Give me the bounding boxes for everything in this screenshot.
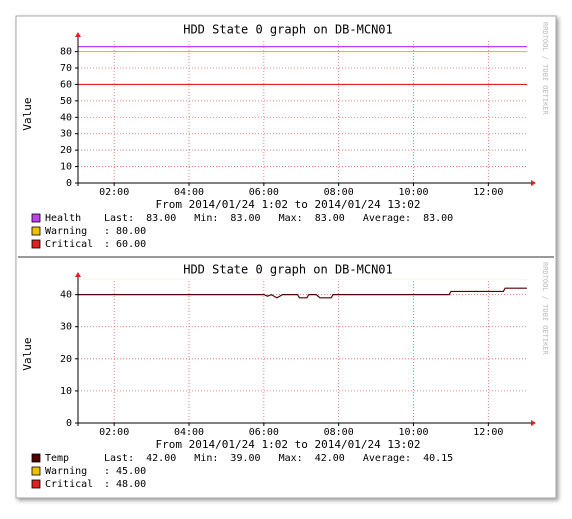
legend-swatch — [31, 466, 41, 476]
y-tick-label: 20 — [60, 145, 72, 156]
x-tick-label: 04:00 — [174, 427, 204, 438]
x-tick-label: 10:00 — [398, 427, 428, 438]
plot-area — [78, 281, 527, 423]
legend-stats: : 60.00 — [104, 239, 146, 250]
series-line — [78, 287, 527, 299]
x-axis-arrow — [531, 180, 536, 186]
legend-name: Warning — [45, 466, 87, 477]
watermark: RRDTOOL / TOBI OETIKER — [541, 22, 549, 116]
x-range-label: From 2014/01/24 1:02 to 2014/01/24 13:02 — [156, 198, 421, 211]
y-axis-label: Value — [21, 337, 34, 370]
y-axis-arrow — [75, 32, 81, 37]
y-tick-label: 40 — [60, 290, 72, 301]
legend-swatch — [31, 226, 41, 236]
watermark: RRDTOOL / TOBI OETIKER — [541, 262, 549, 356]
x-tick-label: 12:00 — [473, 427, 503, 438]
plot-area — [78, 41, 527, 183]
y-tick-label: 30 — [60, 322, 72, 333]
legend-name: Temp — [45, 453, 69, 464]
x-tick-label: 02:00 — [99, 187, 129, 198]
y-tick-label: 10 — [60, 386, 72, 397]
legend-name: Critical — [45, 479, 93, 490]
legend-name: Critical — [45, 239, 93, 250]
x-axis-arrow — [531, 420, 536, 426]
x-tick-label: 08:00 — [324, 187, 354, 198]
x-tick-label: 08:00 — [324, 427, 354, 438]
legend-stats: Last: 42.00 Min: 39.00 Max: 42.00 Averag… — [104, 453, 453, 464]
y-tick-label: 60 — [60, 79, 72, 90]
y-tick-label: 0 — [66, 178, 72, 189]
legend-stats: Last: 83.00 Min: 83.00 Max: 83.00 Averag… — [104, 213, 453, 224]
y-tick-label: 20 — [60, 354, 72, 365]
legend-name: Warning — [45, 226, 87, 237]
series-layer — [78, 279, 527, 299]
legend-swatch — [31, 453, 41, 463]
y-tick-label: 40 — [60, 112, 72, 123]
y-tick-label: 10 — [60, 162, 72, 173]
y-axis-label: Value — [21, 97, 34, 130]
x-range-label: From 2014/01/24 1:02 to 2014/01/24 13:02 — [156, 438, 421, 451]
y-tick-label: 30 — [60, 129, 72, 140]
legend-stats: : 80.00 — [104, 226, 146, 237]
x-tick-label: 10:00 — [398, 187, 428, 198]
chart-title: HDD State 0 graph on DB-MCN01 — [183, 263, 393, 277]
y-tick-label: 70 — [60, 63, 72, 74]
legend-swatch — [31, 479, 41, 489]
series-layer — [78, 46, 527, 86]
x-tick-label: 12:00 — [473, 187, 503, 198]
y-tick-label: 80 — [60, 47, 72, 58]
x-tick-label: 06:00 — [249, 187, 279, 198]
legend-stats: : 48.00 — [104, 479, 146, 490]
y-tick-label: 50 — [60, 96, 72, 107]
chart-title: HDD State 0 graph on DB-MCN01 — [183, 23, 393, 37]
y-tick-label: 0 — [66, 418, 72, 429]
x-tick-label: 06:00 — [249, 427, 279, 438]
legend-stats: : 45.00 — [104, 466, 146, 477]
x-tick-label: 02:00 — [99, 427, 129, 438]
legend-name: Health — [45, 213, 81, 224]
legend-swatch — [31, 213, 41, 223]
legend-swatch — [31, 239, 41, 249]
y-axis-arrow — [75, 272, 81, 277]
x-tick-label: 04:00 — [174, 187, 204, 198]
